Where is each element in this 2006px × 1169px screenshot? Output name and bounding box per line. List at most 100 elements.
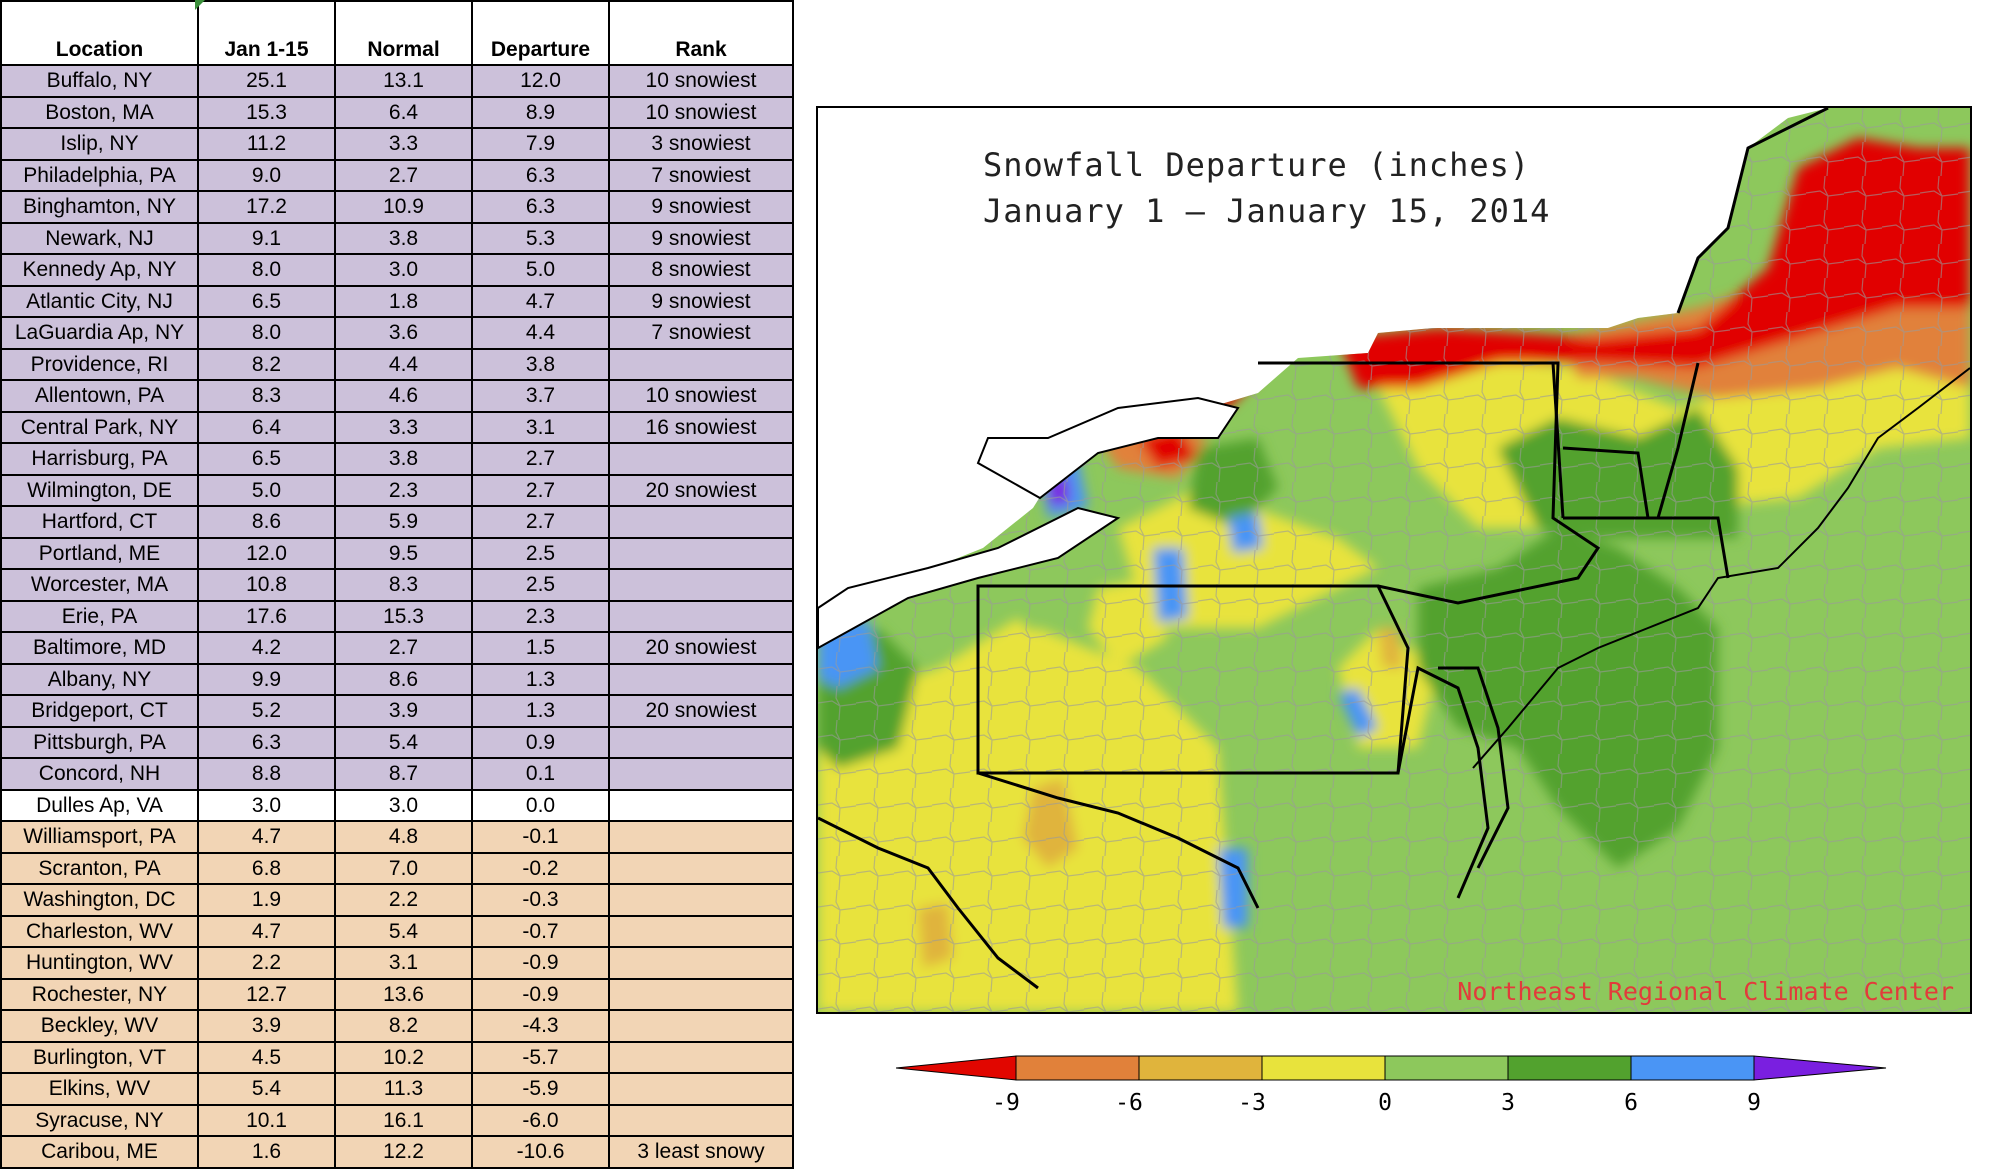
table-row: Providence, RI 8.2 4.4 3.8 <box>0 347 794 381</box>
table-row: Syracuse, NY 10.1 16.1 -6.0 <box>0 1103 794 1137</box>
departure-cell: 2.7 <box>471 473 610 507</box>
location-cell: Atlantic City, NJ <box>0 284 199 318</box>
rank-cell <box>608 1072 794 1106</box>
location-cell: Erie, PA <box>0 599 199 633</box>
table-row: Beckley, WV 3.9 8.2 -4.3 <box>0 1009 794 1043</box>
rank-cell: 20 snowiest <box>608 473 794 507</box>
great-lakes <box>818 396 1240 650</box>
jan-1-15-cell: 25.1 <box>197 64 336 98</box>
snowfall-table: Location Jan 1-15 Normal Departure Rank … <box>0 0 794 1169</box>
location-cell: Hartford, CT <box>0 505 199 539</box>
header-normal: Normal <box>334 0 473 66</box>
jan-1-15-cell: 2.2 <box>197 946 336 980</box>
map-date-range: January 1 — January 15, 2014 <box>983 192 1551 230</box>
departure-cell: 4.7 <box>471 284 610 318</box>
rank-cell: 10 snowiest <box>608 379 794 413</box>
jan-1-15-cell: 5.2 <box>197 694 336 728</box>
departure-cell: 1.5 <box>471 631 610 665</box>
departure-cell: 3.8 <box>471 347 610 381</box>
location-cell: Syracuse, NY <box>0 1103 199 1137</box>
table-row: Williamsport, PA 4.7 4.8 -0.1 <box>0 820 794 854</box>
rank-cell: 9 snowiest <box>608 284 794 318</box>
location-cell: Burlington, VT <box>0 1040 199 1074</box>
jan-1-15-cell: 15.3 <box>197 95 336 129</box>
normal-cell: 4.8 <box>334 820 473 854</box>
rank-cell: 9 snowiest <box>608 221 794 255</box>
normal-cell: 2.7 <box>334 158 473 192</box>
table-row: Washington, DC 1.9 2.2 -0.3 <box>0 883 794 917</box>
departure-cell: 2.5 <box>471 568 610 602</box>
rank-cell: 3 least snowy <box>608 1135 794 1169</box>
snowfall-departure-map: Snowfall Departure (inches) January 1 — … <box>816 106 1972 1014</box>
table-row: Harrisburg, PA 6.5 3.8 2.7 <box>0 442 794 476</box>
departure-cell: 1.3 <box>471 662 610 696</box>
table-row: Dulles Ap, VA 3.0 3.0 0.0 <box>0 788 794 822</box>
table-row: Baltimore, MD 4.2 2.7 1.5 20 snowiest <box>0 631 794 665</box>
location-cell: Concord, NH <box>0 757 199 791</box>
table-row: Elkins, WV 5.4 11.3 -5.9 <box>0 1072 794 1106</box>
jan-1-15-cell: 10.8 <box>197 568 336 602</box>
rank-cell <box>608 883 794 917</box>
departure-cell: 2.7 <box>471 505 610 539</box>
normal-cell: 3.0 <box>334 253 473 287</box>
rank-cell <box>608 442 794 476</box>
legend-colorbar <box>895 1055 1887 1081</box>
location-cell: Bridgeport, CT <box>0 694 199 728</box>
location-cell: LaGuardia Ap, NY <box>0 316 199 350</box>
location-cell: Charleston, WV <box>0 914 199 948</box>
normal-cell: 16.1 <box>334 1103 473 1137</box>
map-credit: Northeast Regional Climate Center <box>1457 977 1954 1006</box>
departure-cell: 3.1 <box>471 410 610 444</box>
rank-cell <box>608 914 794 948</box>
table-row: Burlington, VT 4.5 10.2 -5.7 <box>0 1040 794 1074</box>
jan-1-15-cell: 4.7 <box>197 914 336 948</box>
normal-cell: 2.7 <box>334 631 473 665</box>
rank-cell: 7 snowiest <box>608 158 794 192</box>
location-cell: Washington, DC <box>0 883 199 917</box>
map-graphic <box>818 108 1970 1012</box>
jan-1-15-cell: 6.4 <box>197 410 336 444</box>
normal-cell: 3.8 <box>334 221 473 255</box>
rank-cell <box>608 1103 794 1137</box>
normal-cell: 11.3 <box>334 1072 473 1106</box>
jan-1-15-cell: 17.2 <box>197 190 336 224</box>
jan-1-15-cell: 11.2 <box>197 127 336 161</box>
table-row: Bridgeport, CT 5.2 3.9 1.3 20 snowiest <box>0 694 794 728</box>
location-cell: Philadelphia, PA <box>0 158 199 192</box>
location-cell: Elkins, WV <box>0 1072 199 1106</box>
location-cell: Beckley, WV <box>0 1009 199 1043</box>
jan-1-15-cell: 4.5 <box>197 1040 336 1074</box>
table-row: Atlantic City, NJ 6.5 1.8 4.7 9 snowiest <box>0 284 794 318</box>
location-cell: Providence, RI <box>0 347 199 381</box>
normal-cell: 13.1 <box>334 64 473 98</box>
table-row: Central Park, NY 6.4 3.3 3.1 16 snowiest <box>0 410 794 444</box>
jan-1-15-cell: 6.5 <box>197 442 336 476</box>
normal-cell: 2.3 <box>334 473 473 507</box>
legend-tick-label: 0 <box>1378 1090 1392 1116</box>
legend-arrow-right <box>1753 1055 1887 1081</box>
departure-cell: -0.3 <box>471 883 610 917</box>
table-row: Boston, MA 15.3 6.4 8.9 10 snowiest <box>0 95 794 129</box>
departure-cell: -4.3 <box>471 1009 610 1043</box>
departure-cell: -5.7 <box>471 1040 610 1074</box>
normal-cell: 8.6 <box>334 662 473 696</box>
legend-arrow-left <box>896 1056 1016 1080</box>
normal-cell: 9.5 <box>334 536 473 570</box>
location-cell: Worcester, MA <box>0 568 199 602</box>
rank-cell: 7 snowiest <box>608 316 794 350</box>
rank-cell <box>608 568 794 602</box>
departure-cell: 8.9 <box>471 95 610 129</box>
jan-1-15-cell: 12.0 <box>197 536 336 570</box>
jan-1-15-cell: 3.0 <box>197 788 336 822</box>
legend-tick-label: 6 <box>1624 1090 1638 1116</box>
table-row: Concord, NH 8.8 8.7 0.1 <box>0 757 794 791</box>
departure-cell: 2.5 <box>471 536 610 570</box>
departure-cell: 12.0 <box>471 64 610 98</box>
table-row: Portland, ME 12.0 9.5 2.5 <box>0 536 794 570</box>
rank-cell: 10 snowiest <box>608 95 794 129</box>
header-jan-1-15: Jan 1-15 <box>197 0 336 66</box>
table-row: Worcester, MA 10.8 8.3 2.5 <box>0 568 794 602</box>
jan-1-15-cell: 5.4 <box>197 1072 336 1106</box>
location-cell: Central Park, NY <box>0 410 199 444</box>
location-cell: Islip, NY <box>0 127 199 161</box>
